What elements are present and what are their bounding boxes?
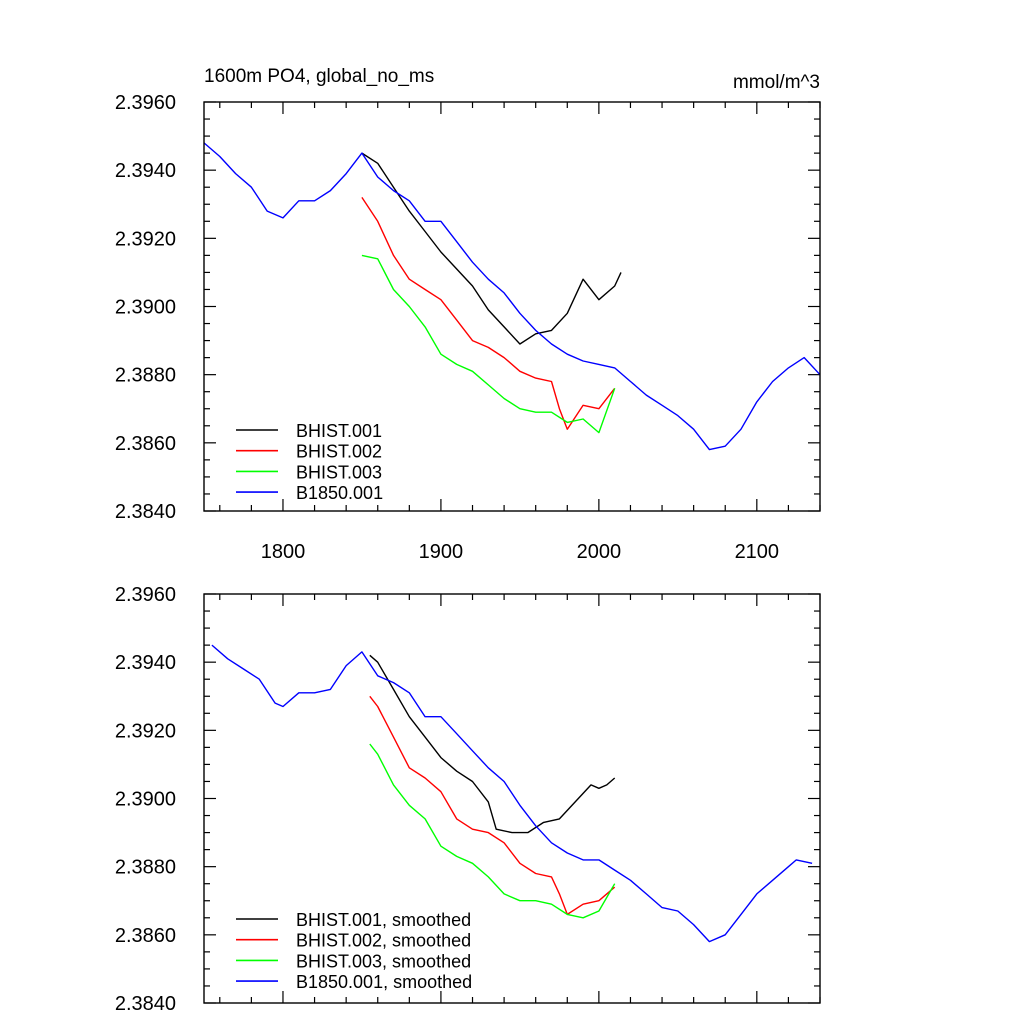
y-tick-label: 2.3960	[115, 584, 176, 606]
y-tick-label: 2.3920	[115, 720, 176, 742]
legend-label: BHIST.003, smoothed	[296, 951, 471, 971]
x-tick-label: 2000	[577, 541, 622, 563]
y-tick-label: 2.3920	[115, 228, 176, 250]
y-tick-label: 2.3860	[115, 433, 176, 455]
y-tick-label: 2.3960	[115, 92, 176, 114]
x-tick-label: 2100	[735, 541, 780, 563]
series-line	[203, 142, 821, 451]
y-tick-label: 2.3900	[115, 297, 176, 319]
series-line	[361, 152, 622, 345]
series-line	[211, 644, 813, 943]
legend-label: B1850.001	[296, 483, 383, 503]
bottom-plot-frame	[203, 593, 821, 1004]
y-tick-label: 2.3840	[115, 993, 176, 1015]
y-tick-label: 2.3940	[115, 160, 176, 182]
legend-label: BHIST.002	[296, 442, 382, 462]
y-tick-label: 2.3880	[115, 857, 176, 879]
legend-label: B1850.001, smoothed	[296, 972, 472, 992]
top-plot-frame	[203, 101, 821, 512]
chart-title: 1600m PO4, global_no_ms	[204, 66, 434, 87]
series-line	[369, 654, 616, 834]
x-tick-label: 1800	[261, 541, 306, 563]
legend-label: BHIST.001, smoothed	[296, 910, 471, 930]
top-panel: 1600m PO4, global_no_ms mmol/m^3 2.3840 2…	[115, 66, 821, 563]
series-line	[361, 197, 616, 430]
y-tick-label: 2.3880	[115, 365, 176, 387]
y-tick-label: 2.3840	[115, 501, 176, 523]
y-tick-label: 2.3940	[115, 652, 176, 674]
x-tick-label: 1900	[419, 541, 464, 563]
bottom-panel: 2.3840 2.3860 2.3880 2.3900 2.3920 2.3940 2.39…	[115, 584, 821, 1015]
units-label: mmol/m^3	[733, 72, 820, 93]
series-line	[369, 743, 616, 919]
y-tick-label: 2.3860	[115, 925, 176, 947]
series-line	[361, 254, 616, 434]
legend-label: BHIST.002, smoothed	[296, 931, 471, 951]
legend-label: BHIST.001	[296, 421, 382, 441]
series-line	[369, 695, 616, 916]
y-tick-label: 2.3900	[115, 789, 176, 811]
legend-label: BHIST.003	[296, 462, 382, 482]
